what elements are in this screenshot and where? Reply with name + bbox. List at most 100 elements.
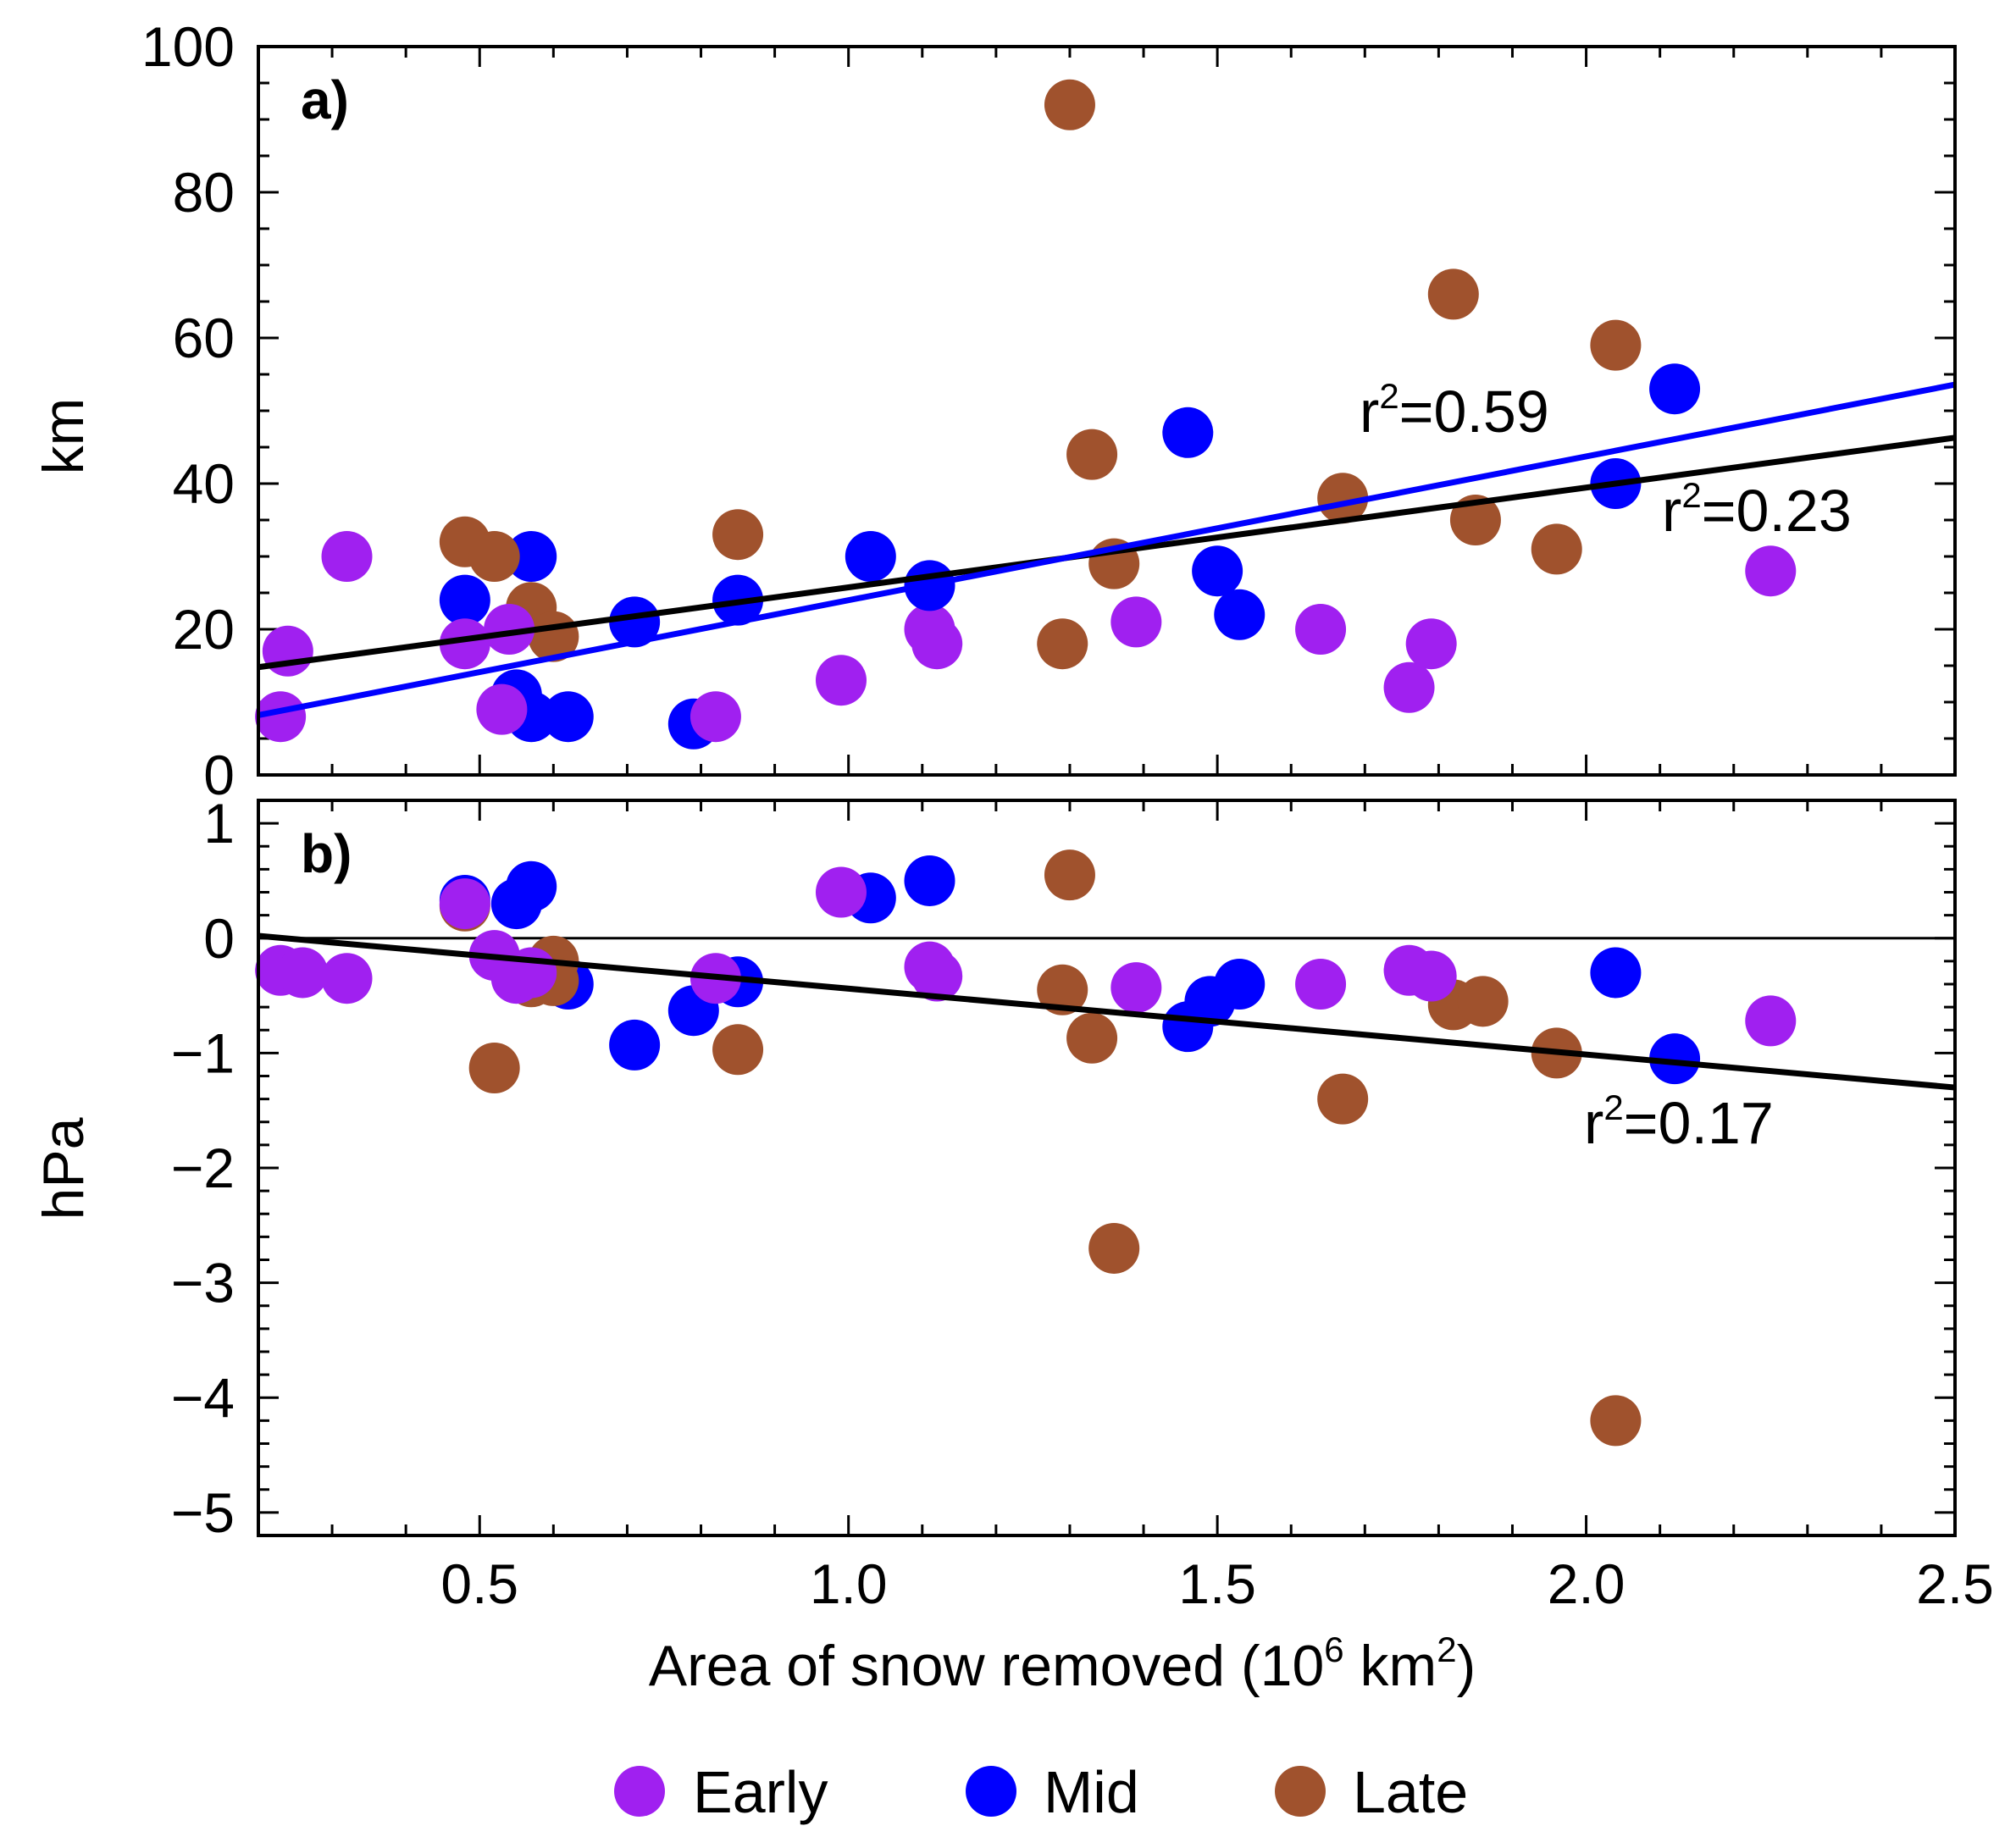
point-early xyxy=(690,691,741,743)
panel-a-y-axis-label: km xyxy=(31,398,96,475)
point-early xyxy=(277,947,329,999)
point-late xyxy=(1590,319,1642,371)
y-tick-label: 20 xyxy=(173,598,235,661)
panel-a-label: a) xyxy=(301,69,349,130)
x-axis-label-sup1: 6 xyxy=(1324,1629,1343,1669)
r2-blue-sup: 2 xyxy=(1379,376,1398,416)
y-tick-label: −2 xyxy=(171,1137,235,1199)
point-early xyxy=(1110,596,1162,648)
point-late xyxy=(1531,523,1582,575)
panel-b-fits xyxy=(258,932,1956,1091)
panel-a-frame xyxy=(257,45,1957,777)
y-tick-label: −3 xyxy=(171,1252,235,1314)
y-tick-label: 40 xyxy=(173,452,235,515)
legend-label-early: Early xyxy=(693,1759,828,1825)
panel-b-y-tick-labels: 1 0 −1 −2 −3 −4 −5 xyxy=(171,792,235,1544)
point-late xyxy=(1066,429,1118,480)
x-axis-label-prefix: Area of snow removed (10 xyxy=(649,1634,1325,1698)
y-tick-label: −5 xyxy=(171,1481,235,1544)
panel-b: 1 0 −1 −2 −3 −4 −5 b) hPa r2=0.17 xyxy=(31,792,1957,1544)
y-tick-label: 0 xyxy=(203,907,235,970)
y-tick-label: 80 xyxy=(173,161,235,224)
point-mid xyxy=(506,531,557,582)
legend-label-late: Late xyxy=(1353,1759,1468,1825)
r2-blue-rest: =0.59 xyxy=(1399,379,1549,445)
point-late xyxy=(468,1043,520,1094)
point-mid xyxy=(1162,407,1214,458)
x-tick-label: 2.5 xyxy=(1916,1552,1994,1615)
x-axis-label-mid: km xyxy=(1344,1634,1437,1698)
legend-marker-early xyxy=(614,1766,665,1817)
point-mid xyxy=(506,860,557,912)
point-late xyxy=(1427,268,1479,320)
r2-black-b-rest: =0.17 xyxy=(1624,1090,1774,1156)
panel-a-points xyxy=(255,79,1797,750)
point-early xyxy=(815,655,867,706)
point-early xyxy=(321,531,373,582)
y-tick-label: 100 xyxy=(141,15,235,78)
r2-black-a-base: r xyxy=(1662,478,1681,544)
y-tick-label: −1 xyxy=(171,1021,235,1084)
x-axis-label-suffix: ) xyxy=(1457,1634,1476,1698)
point-early xyxy=(1295,604,1347,655)
point-early xyxy=(255,691,307,743)
x-axis-label: Area of snow removed (106 km2) xyxy=(649,1629,1476,1698)
panel-b-frame xyxy=(257,799,1957,1537)
point-late xyxy=(1037,618,1088,670)
r2-black-a-sup: 2 xyxy=(1681,475,1701,515)
point-late xyxy=(1317,1073,1369,1125)
point-early xyxy=(1110,962,1162,1014)
r2-blue-base: r xyxy=(1360,379,1379,445)
x-axis-label-sup2: 2 xyxy=(1437,1629,1456,1669)
point-late xyxy=(1044,79,1095,130)
point-mid xyxy=(439,574,490,626)
point-mid xyxy=(1649,363,1701,415)
y-tick-label: 1 xyxy=(203,792,235,855)
r2-label-black-b: r2=0.17 xyxy=(1584,1087,1774,1156)
point-early xyxy=(484,604,535,655)
point-early xyxy=(439,618,490,670)
panel-b-points xyxy=(255,849,1797,1447)
point-mid xyxy=(542,691,594,743)
y-tick-label: −4 xyxy=(171,1366,235,1429)
legend-label-mid: Mid xyxy=(1044,1759,1139,1825)
x-tick-label: 1.5 xyxy=(1178,1552,1256,1615)
x-tick-label: 2.0 xyxy=(1548,1552,1626,1615)
point-mid xyxy=(1192,545,1243,597)
point-mid xyxy=(609,1019,661,1071)
point-early xyxy=(1745,995,1797,1047)
point-late xyxy=(1457,976,1509,1027)
point-early xyxy=(1295,959,1347,1010)
point-early xyxy=(476,683,528,735)
x-tick-label: 0.5 xyxy=(440,1552,518,1615)
point-early xyxy=(911,950,963,1002)
y-tick-label: 0 xyxy=(203,744,235,806)
point-early xyxy=(1383,661,1435,713)
point-mid xyxy=(1214,959,1266,1010)
point-early xyxy=(321,953,373,1004)
point-late xyxy=(1449,495,1501,545)
r2-label-blue: r2=0.59 xyxy=(1360,376,1549,445)
point-early xyxy=(1745,545,1797,597)
panel-a-ticks xyxy=(258,45,1957,777)
point-early xyxy=(1405,618,1457,670)
point-mid xyxy=(1590,947,1642,999)
point-early xyxy=(1405,950,1457,1002)
legend: Early Mid Late xyxy=(614,1759,1468,1825)
point-early xyxy=(506,947,557,999)
panel-a-y-tick-labels: 0 20 40 60 80 100 xyxy=(141,15,235,806)
point-late xyxy=(1590,1395,1642,1447)
x-tick-label: 1.0 xyxy=(810,1552,888,1615)
r2-black-b-sup: 2 xyxy=(1603,1087,1623,1127)
point-mid xyxy=(904,855,955,906)
legend-marker-late xyxy=(1275,1766,1326,1817)
point-late xyxy=(468,531,520,582)
point-mid xyxy=(1649,1033,1701,1085)
r2-label-black-a: r2=0.23 xyxy=(1662,475,1852,544)
point-late xyxy=(1317,473,1369,524)
panel-b-y-axis-label: hPa xyxy=(31,1117,96,1220)
point-late xyxy=(1088,1222,1140,1274)
panel-b-label: b) xyxy=(301,823,352,884)
